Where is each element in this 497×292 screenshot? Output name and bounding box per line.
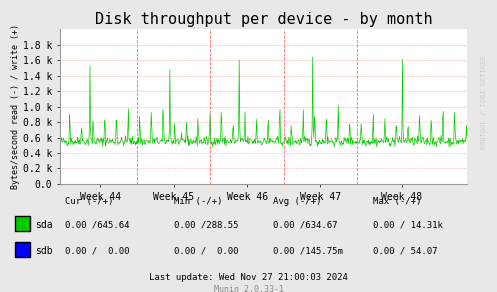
Text: sda: sda: [35, 220, 52, 230]
Text: 0.00 /288.55: 0.00 /288.55: [174, 220, 239, 229]
Text: 0.00 /645.64: 0.00 /645.64: [65, 220, 129, 229]
Text: 0.00 / 14.31k: 0.00 / 14.31k: [373, 220, 443, 229]
Text: Avg (-/+): Avg (-/+): [273, 197, 322, 206]
Title: Disk throughput per device - by month: Disk throughput per device - by month: [94, 12, 432, 27]
Text: 0.00 /145.75m: 0.00 /145.75m: [273, 247, 343, 256]
Text: 0.00 / 54.07: 0.00 / 54.07: [373, 247, 437, 256]
Text: Max (-/+): Max (-/+): [373, 197, 421, 206]
Text: Munin 2.0.33-1: Munin 2.0.33-1: [214, 285, 283, 292]
Text: Cur (-/+): Cur (-/+): [65, 197, 113, 206]
Text: sdb: sdb: [35, 246, 52, 256]
Text: Last update: Wed Nov 27 21:00:03 2024: Last update: Wed Nov 27 21:00:03 2024: [149, 273, 348, 282]
Text: Min (-/+): Min (-/+): [174, 197, 222, 206]
Y-axis label: Bytes/second read (-) / write (+): Bytes/second read (-) / write (+): [11, 24, 20, 189]
Text: 0.00 /  0.00: 0.00 / 0.00: [65, 247, 129, 256]
Text: 0.00 /  0.00: 0.00 / 0.00: [174, 247, 239, 256]
Text: 0.00 /634.67: 0.00 /634.67: [273, 220, 338, 229]
Text: RRDTOOL / TOBI OETIKER: RRDTOOL / TOBI OETIKER: [481, 55, 487, 149]
